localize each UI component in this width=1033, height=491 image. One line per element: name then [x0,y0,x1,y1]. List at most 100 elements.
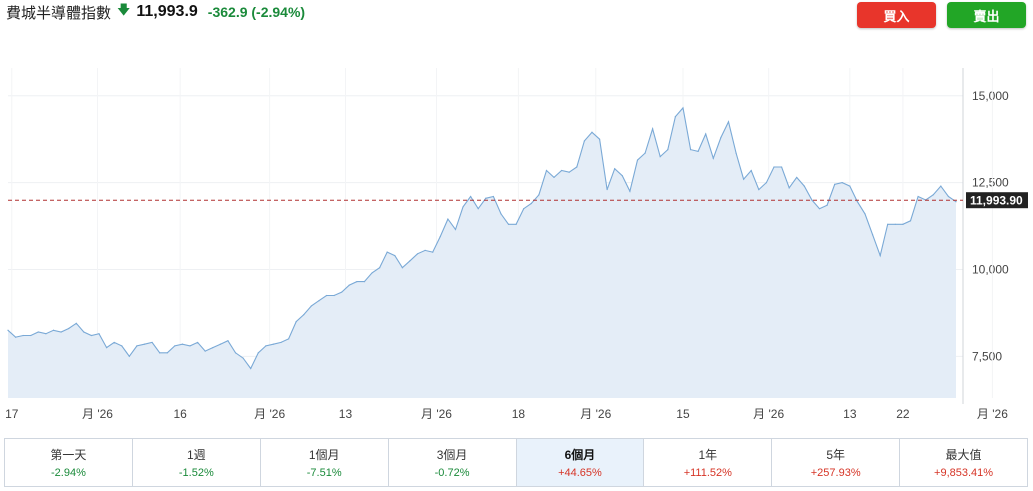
data-point [348,284,350,286]
period-tab-change: -7.51% [306,467,342,479]
period-tab-label: 6個月 [564,448,596,462]
data-point [500,213,502,215]
data-point [621,175,623,177]
period-tab-label: 1年 [698,448,718,462]
data-point [591,131,593,133]
x-tick-label: 13 [339,407,353,421]
data-point [841,182,843,184]
data-point [14,336,17,338]
data-point [568,171,570,173]
data-point [303,314,305,316]
period-tab[interactable]: 5年 +257.93% [772,439,901,486]
sell-button[interactable]: 賣出 [947,2,1026,28]
data-point [545,169,548,172]
period-tab[interactable]: 1個月 -7.51% [260,439,389,486]
price-area [8,107,956,399]
data-point [871,234,874,236]
x-tick-label: 月 '26 [580,407,611,421]
x-tick-label: 月 '26 [421,407,452,421]
data-point [295,320,297,323]
data-point [917,195,919,198]
data-point [333,294,335,297]
data-point [30,334,32,337]
period-tab[interactable]: 1年 +111.52% [644,439,773,486]
x-tick-label: 月 '26 [82,407,113,421]
data-point [280,341,282,344]
data-point [356,281,358,283]
buy-button[interactable]: 買入 [857,2,936,28]
data-point [7,329,9,331]
x-tick-label: 22 [896,407,910,421]
data-point [561,169,563,172]
data-point [909,220,912,222]
x-tick-label: 月 '26 [254,407,285,421]
data-point [659,155,661,158]
data-point [219,343,221,345]
data-point [667,149,669,151]
data-point [121,345,123,347]
current-price: 11,993.9 [136,3,198,20]
data-point [265,345,267,347]
current-price-tag [966,192,1028,209]
period-tab-change: +44.65% [558,467,602,479]
data-point [68,327,70,330]
data-point [682,107,684,109]
data-point [272,343,275,345]
data-point [424,249,426,251]
data-point [485,197,487,199]
price-chart[interactable]: 7,500 10,000 12,500 15,000 11,993.90 17 月 '26 1… [0,60,1033,430]
data-point [689,149,692,151]
data-point [834,183,836,185]
data-point [614,168,616,170]
period-tab[interactable]: 6個月 +44.65% [516,439,645,486]
data-point [341,291,343,293]
data-point [257,352,259,354]
data-point [849,185,851,187]
data-point [181,343,184,345]
data-point [310,305,312,307]
data-point [652,128,654,130]
period-tab[interactable]: 最大值 +9,853.41% [900,439,1027,486]
data-point [83,331,85,333]
data-point [955,201,957,203]
period-tab[interactable]: 3個月 -0.72% [388,439,517,486]
data-point [507,223,510,225]
period-tab[interactable]: 1週 -1.52% [132,439,261,486]
x-tick-label: 月 '26 [977,407,1008,421]
data-point [583,140,585,142]
data-point [750,169,752,172]
period-tab-label: 第一天 [50,448,87,462]
data-point [227,340,229,342]
data-point [530,202,532,205]
data-point [113,341,115,344]
period-tab-label: 最大值 [945,448,982,462]
data-point [743,178,745,180]
period-tab-change: -1.52% [178,467,214,479]
x-tick-label: 13 [843,407,857,421]
data-point [105,347,108,349]
data-point [151,341,153,344]
data-point [727,121,730,123]
period-tab-label: 1週 [186,448,206,462]
data-point [454,228,457,231]
quote-header: 費城半導體指數 🡇 11,993.9 -362.9 (-2.94%) [6,2,305,22]
data-point [37,331,39,333]
data-point [538,194,540,196]
period-tab-label: 5年 [826,448,846,462]
data-point [75,322,77,324]
price-change-value: -362.9 [207,4,248,20]
data-point [143,343,146,345]
data-point [697,150,699,152]
data-point [447,218,449,220]
x-tick-label: 17 [5,407,19,421]
period-selector: 第一天 -2.94% 1週 -1.52% 1個月 -7.51% 3個月 -0.72% 6個月 +4… [4,438,1028,487]
data-point [197,341,199,344]
data-point [159,352,161,354]
data-point [606,188,608,191]
y-tick-label: 10,000 [972,262,1009,276]
data-point [887,223,889,225]
data-point [363,281,366,283]
x-tick-label: 16 [173,407,187,421]
data-point [894,223,896,225]
period-tab[interactable]: 第一天 -2.94% [5,439,133,486]
